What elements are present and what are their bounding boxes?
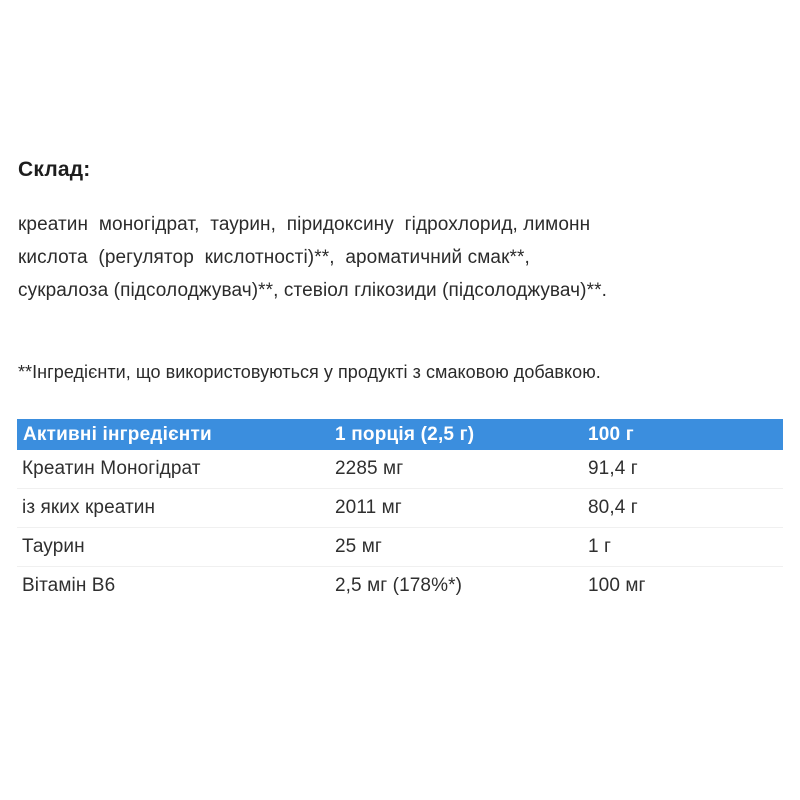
row-per-serving-value: 25 мг [335,536,382,557]
table-header-per-100g: 100 г [588,423,634,445]
table-row: Таурин 25 мг 1 г [17,528,783,567]
table-header-active-ingredients: Активні інгредієнти [23,423,212,445]
ingredients-line-1: креатин моногідрат, таурин, піридоксину … [18,214,591,235]
page-title: Склад: [18,158,91,181]
ingredients-line-2: кислота (регулятор кислотності)**, арома… [18,247,530,268]
row-per-serving-value: 2011 мг [335,497,402,518]
row-ingredient-name: Вітамін B6 [22,575,116,596]
row-ingredient-name: Креатин Моногідрат [22,458,201,479]
table-header-per-serving: 1 порція (2,5 г) [335,423,475,445]
row-ingredient-name: Таурин [22,536,85,557]
row-per-100g-value: 91,4 г [588,458,638,479]
row-per-100g-value: 80,4 г [588,497,638,518]
row-per-100g-value: 100 мг [588,575,646,596]
row-per-serving-value: 2,5 мг (178%*) [335,575,463,596]
row-ingredient-name: із яких креатин [22,497,156,518]
row-per-serving-value: 2285 мг [335,458,404,479]
table-header-row: Активні інгредієнти 1 порція (2,5 г) 100… [17,419,783,450]
ingredients-paragraph: креатин моногідрат, таурин, піридоксину … [18,208,778,307]
footnote-text: **Інгредієнти, що використовуються у про… [18,362,601,382]
table-row: із яких креатин 2011 мг 80,4 г [17,489,783,528]
ingredients-line-3: сукралоза (підсолоджувач)**, стевіол глі… [18,280,607,301]
nutrition-facts-table: Активні інгредієнти 1 порція (2,5 г) 100… [17,419,783,605]
table-row: Вітамін B6 2,5 мг (178%*) 100 мг [17,567,783,605]
table-row: Креатин Моногідрат 2285 мг 91,4 г [17,450,783,489]
row-per-100g-value: 1 г [588,536,612,557]
